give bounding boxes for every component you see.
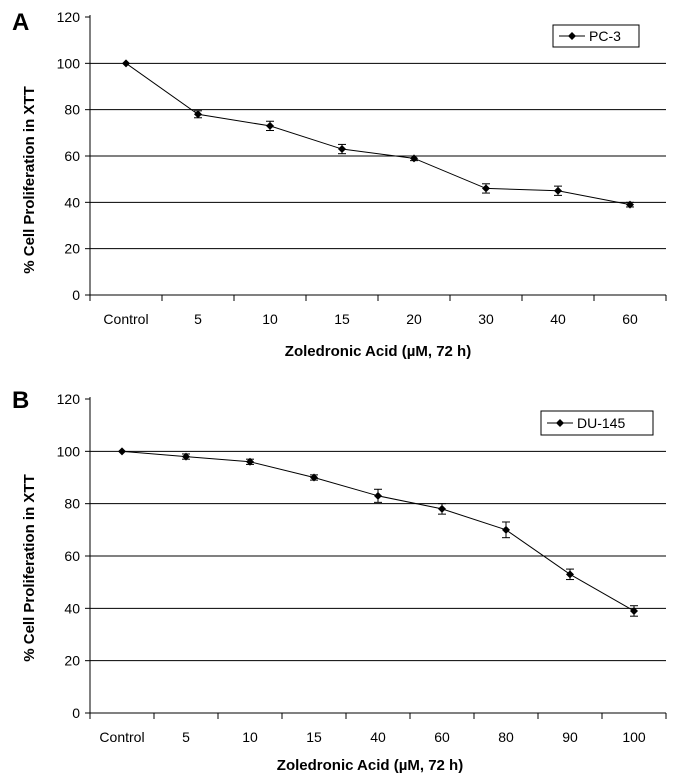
panel-a-series-line [125, 62, 631, 206]
panel-b-x-tick-label: 40 [370, 729, 386, 745]
panel-a-y-tick-label: 20 [64, 241, 80, 257]
panel-a-x-tick-label: 40 [550, 311, 566, 327]
panel-a-data-point [626, 200, 634, 209]
panel-b-x-tick-label: Control [99, 729, 144, 745]
panel-a-x-tick-label: 60 [622, 311, 638, 327]
panel-a-x-tick-label: 15 [334, 311, 350, 327]
panel-b-y-tick-label: 0 [72, 705, 80, 721]
panel-b-data-point [246, 457, 254, 466]
panel-a-y-tick-label: 80 [64, 102, 80, 118]
panel-a-data-point [266, 121, 274, 130]
panel-a-x-tick-label: 5 [194, 311, 202, 327]
panel-b-legend-marker [556, 419, 564, 427]
panel-a-data-point [410, 154, 418, 163]
panel-b-series-line [121, 450, 635, 612]
panel-a-y-tick-label: 0 [72, 287, 80, 303]
panel-a-data-point [122, 59, 130, 68]
panel-a-xlabel: Zoledronic Acid (µM, 72 h) [285, 343, 471, 360]
panel-b-legend-label: DU-145 [577, 415, 625, 431]
panel-b-data-point [310, 473, 318, 482]
panel-b-y-tick-label: 20 [64, 653, 80, 669]
panel-a-data-point [482, 184, 490, 193]
panel-b-y-tick-label: 120 [57, 391, 81, 407]
panel-b-data-point [502, 525, 510, 534]
panel-b-x-tick-label: 60 [434, 729, 450, 745]
panel-b-y-tick-label: 60 [64, 548, 80, 564]
panel-b-data-point [438, 504, 446, 513]
panel-b-y-tick-label: 100 [57, 443, 81, 459]
panel-b-data-point [182, 452, 190, 461]
panel-a-y-tick-label: 60 [64, 148, 80, 164]
panel-b-data-point [566, 570, 574, 579]
panel-b-xlabel: Zoledronic Acid (µM, 72 h) [277, 757, 463, 774]
panel-b-x-tick-label: 80 [498, 729, 514, 745]
panel-a-x-tick-label: Control [103, 311, 148, 327]
panel-b-y-tick-label: 40 [64, 600, 80, 616]
panel-b-x-tick-label: 90 [562, 729, 578, 745]
panel-a-data-point [338, 145, 346, 154]
panel-a-data-point [194, 110, 202, 119]
panel-b-data-point [118, 447, 126, 456]
panel-a-legend-box [552, 24, 640, 48]
panel-a-x-tick-label: 30 [478, 311, 494, 327]
panel-a-y-tick-label: 100 [57, 55, 81, 71]
panel-a-y-tick-label: 40 [64, 194, 80, 210]
panel-a-plot: 0 20 40 60 80 100 120 Control 5 10 15 20 30 40 60 PC-3 [57, 9, 667, 327]
panel-b-data-point [374, 491, 382, 500]
panel-a-legend-marker [568, 32, 576, 40]
panel-b-x-tick-label: 15 [306, 729, 322, 745]
panel-a-x-tick-label: 20 [406, 311, 422, 327]
panel-b-ylabel: % Cell Proliferation in XTT [21, 474, 38, 662]
panel-b-data-point [630, 606, 638, 615]
panel-b-y-tick-label: 80 [64, 496, 80, 512]
panel-a-y-tick-label: 120 [57, 9, 81, 25]
panel-b-label: B [12, 387, 29, 414]
panel-a-label: A [12, 9, 29, 36]
panel-a-x-tick-label: 10 [262, 311, 278, 327]
panel-a-legend-label: PC-3 [589, 28, 621, 44]
panel-b-plot: 0 20 40 60 80 100 120 Control 5 10 15 40 60 80 90 100 DU… [57, 391, 667, 745]
panel-b-x-tick-label: 5 [182, 729, 190, 745]
panel-a-data-point [554, 186, 562, 195]
panel-b-x-tick-label: 10 [242, 729, 258, 745]
panel-a-ylabel: % Cell Proliferation in XTT [21, 86, 38, 274]
panel-b-x-tick-label: 100 [622, 729, 646, 745]
